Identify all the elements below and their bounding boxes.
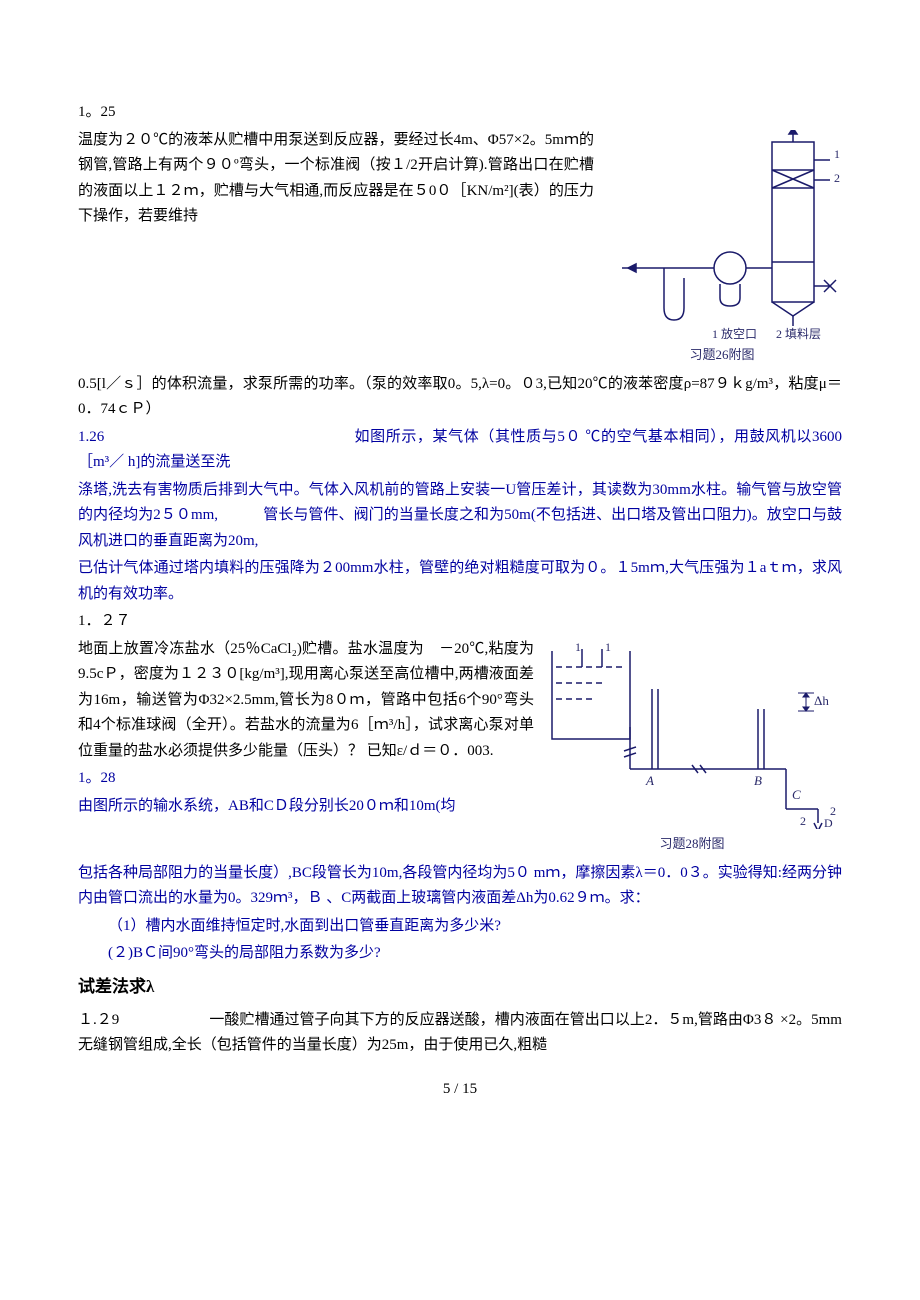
p127-num: 1．２７	[78, 609, 842, 635]
p128-q2: (２)BＣ间90°弯头的局部阻力系数为多少?	[78, 941, 842, 967]
p125-body2: 0.5[l／ｓ］的体积流量，求泵所需的功率。（泵的效率取0。5,λ=0。０3,已…	[78, 372, 842, 423]
fig28-label-2a: 2	[800, 814, 806, 828]
p129-num: １.２9	[78, 1012, 119, 1028]
p126-lead: 1.26 如图所示，某气体（其性质与5０ ℃的空气基本相同），用鼓风机以3600…	[78, 425, 842, 476]
fig28-label-1b: 1	[605, 640, 611, 654]
p126-body: 涤塔,洗去有害物质后排到大气中。气体入风机前的管路上安装一U管压差计，其读数为3…	[78, 478, 842, 555]
p126-body2: 已估计气体通过塔内填料的压强降为２00mm水柱，管壁的绝对粗糙度可取为０。１5m…	[78, 556, 842, 607]
fig28-label-1a: 1	[575, 640, 581, 654]
p128-body2: 包括各种局部阻力的当量长度）,BC段管长为10m,各段管内径均为5０ mｍ，摩擦…	[78, 861, 842, 912]
fig26-legend-2: 2 填料层	[776, 327, 821, 340]
page-footer: 5 / 15	[78, 1077, 842, 1103]
fig28-label-2b: 2	[830, 804, 836, 818]
fig26-caption: 习题26附图	[602, 344, 842, 366]
figure-28-svg: 1 1 A B C D 2 2 Δh	[542, 639, 842, 829]
fig28-label-B: B	[754, 773, 762, 788]
fig28-label-dh: Δh	[814, 693, 829, 708]
p129: １.２9 一酸贮槽通过管子向其下方的反应器送酸，槽内液面在管出口以上2．５m,管…	[78, 1008, 842, 1059]
fig26-label-2: 2	[834, 171, 840, 185]
fig28-label-A: A	[645, 773, 654, 788]
figure-28: 1 1 A B C D 2 2 Δh 习题28附图	[542, 639, 842, 855]
fig28-label-C: C	[792, 787, 801, 802]
fig26-label-1: 1	[834, 147, 840, 161]
figure-26: 1 2 1 放空口 2 填料层 习题26附图	[602, 130, 842, 366]
p126-lead-text: 如图所示，某气体（其性质与5０ ℃的空气基本相同），用鼓风机以3600［m³／ …	[78, 429, 842, 471]
section-heading: 试差法求λ	[78, 973, 842, 1002]
p126-num: 1.26	[78, 429, 104, 445]
figure-26-svg: 1 2 1 放空口 2 填料层	[602, 130, 842, 340]
fig26-legend-1: 1 放空口	[712, 326, 757, 340]
fig28-caption: 习题28附图	[542, 833, 842, 855]
p125-num: 1。25	[78, 100, 842, 126]
p128-q1: （1）槽内水面维持恒定时,水面到出口管垂直距离为多少米?	[78, 914, 842, 940]
p129-body: 一酸贮槽通过管子向其下方的反应器送酸，槽内液面在管出口以上2．５m,管路由Φ3８…	[78, 1012, 842, 1054]
